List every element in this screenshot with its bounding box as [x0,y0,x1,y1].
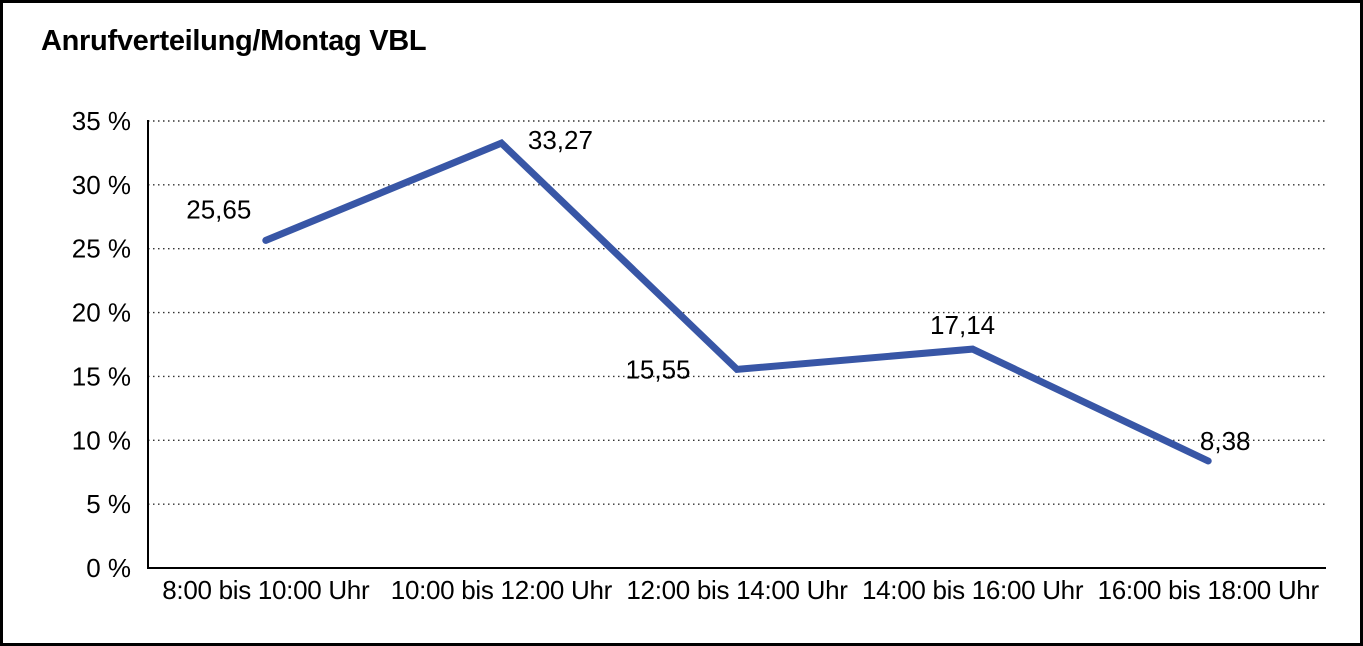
value-label: 8,38 [1200,426,1251,456]
x-axis-label: 8:00 bis 10:00 Uhr [162,575,370,605]
y-tick-label: 35 % [72,106,131,136]
y-tick-label: 30 % [72,170,131,200]
y-tick-label: 0 % [86,553,131,583]
value-label: 15,55 [625,354,690,384]
y-tick-label: 10 % [72,425,131,455]
x-axis-label: 12:00 bis 14:00 Uhr [626,575,848,605]
line-chart: 35 % 30 % 25 % 20 % 15 % 10 % 5 % 0 % 8:00 bis 1… [72,106,1326,605]
y-tick-label: 5 % [86,489,131,519]
y-tick-label: 15 % [72,361,131,391]
y-tick-label: 25 % [72,234,131,264]
data-line [262,138,1212,465]
x-axis-label: 10:00 bis 12:00 Uhr [391,575,613,605]
chart-title: Anrufverteilung/Montag VBL [41,25,427,57]
value-label: 17,14 [930,310,995,340]
y-tick-label: 20 % [72,298,131,328]
value-label: 25,65 [186,194,251,224]
x-axis-label: 14:00 bis 16:00 Uhr [862,575,1084,605]
x-axis-label: 16:00 bis 18:00 Uhr [1098,575,1320,605]
value-label: 33,27 [528,125,593,155]
